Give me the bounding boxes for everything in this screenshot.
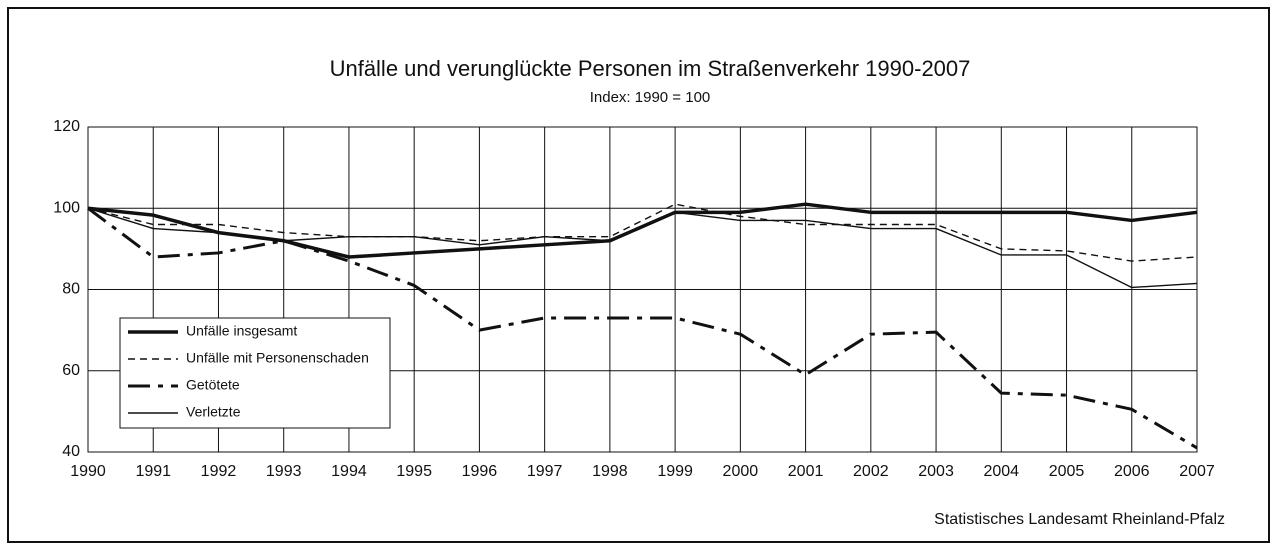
x-tick-label: 1999 [657, 463, 693, 480]
x-tick-label: 1990 [70, 463, 106, 480]
x-tick-label: 1994 [331, 463, 367, 480]
series-line [87, 202, 1198, 259]
plot-border [87, 126, 1198, 453]
series-line [87, 207, 1198, 450]
x-tick-label: 2004 [983, 463, 1019, 480]
frame [7, 7, 1270, 543]
chart-subtitle: Index: 1990 = 100 [590, 89, 711, 106]
x-tick-label: 2001 [788, 463, 824, 480]
legend-label: Getötete [186, 377, 240, 393]
legend-label: Unfälle mit Personenschaden [186, 350, 369, 366]
y-tick-label: 60 [62, 362, 80, 379]
x-tick-label: 1998 [592, 463, 628, 480]
chart-title: Unfälle und verunglückte Personen im Str… [330, 56, 971, 81]
x-tick-label: 2003 [918, 463, 954, 480]
x-tick-label: 1995 [396, 463, 432, 480]
y-tick-label: 100 [53, 199, 80, 216]
x-tick-label: 2000 [723, 463, 759, 480]
x-tick-label: 2006 [1114, 463, 1150, 480]
legend-label: Verletzte [186, 404, 241, 420]
y-tick-label: 120 [53, 118, 80, 135]
x-tick-label: 1993 [266, 463, 302, 480]
series-line [87, 207, 1198, 289]
series-line [87, 203, 1198, 262]
x-tick-label: 1997 [527, 463, 563, 480]
x-tick-label: 1991 [135, 463, 171, 480]
x-tick-label: 2005 [1049, 463, 1085, 480]
x-tick-label: 2002 [853, 463, 889, 480]
legend-box [119, 317, 391, 429]
y-tick-label: 40 [62, 443, 80, 460]
y-tick-label: 80 [62, 281, 80, 298]
x-tick-label: 1992 [201, 463, 237, 480]
x-tick-label: 1996 [462, 463, 498, 480]
x-tick-label: 2007 [1179, 463, 1215, 480]
legend-label: Unfälle insgesamt [186, 323, 297, 339]
source: Statistisches Landesamt Rheinland-Pfalz [934, 511, 1225, 528]
